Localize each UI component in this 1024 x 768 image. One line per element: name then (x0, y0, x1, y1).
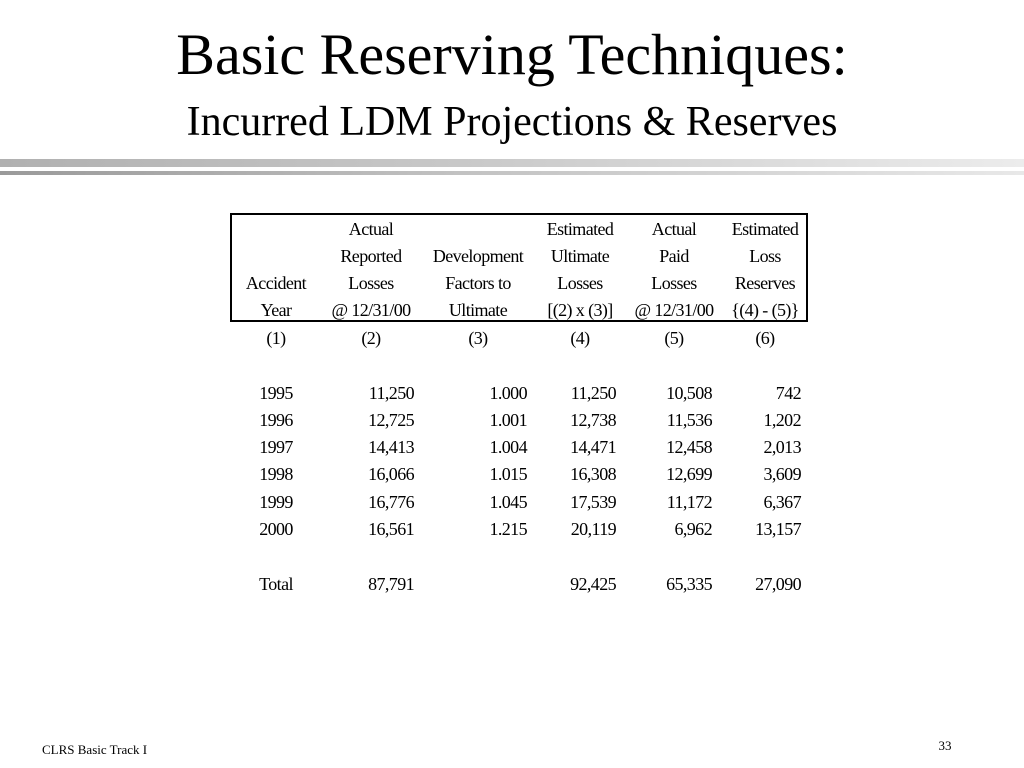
header-col2-line3: Losses (348, 273, 394, 293)
header-col5-line4: @ 12/31/00 (634, 300, 714, 320)
header-col4-line2: Ultimate (550, 246, 610, 266)
table-cell-reserve: 6,367 (763, 492, 801, 512)
table-cell-reserve: 742 (775, 383, 802, 403)
total-reported: 87,791 (368, 574, 415, 594)
total-label: Total (259, 574, 293, 594)
column-number-6: (6) (755, 328, 775, 348)
table-cell-paid: 12,699 (666, 464, 713, 484)
slide-title: Basic Reserving Techniques: (176, 22, 848, 87)
table-cell-factor: 1.015 (489, 464, 527, 484)
table-cell-year: 1999 (259, 492, 293, 512)
header-col6-line1: Estimated (731, 219, 799, 239)
header-col1-line3: Accident (245, 273, 307, 293)
column-number-1: (1) (266, 328, 286, 348)
header-col1-line4: Year (260, 300, 292, 320)
table-cell-reported: 16,066 (368, 464, 415, 484)
footer-course-name: CLRS Basic Track I (42, 742, 148, 757)
table-cell-paid: 6,962 (674, 519, 712, 539)
header-col5-line2: Paid (659, 246, 689, 266)
header-col3-line3: Factors to (445, 273, 511, 293)
header-col2-line2: Reported (340, 246, 402, 266)
table-cell-ultimate: 14,471 (570, 437, 617, 457)
table-cell-reserve: 13,157 (755, 519, 802, 539)
header-col2-line4: @ 12/31/00 (331, 300, 411, 320)
table-cell-reserve: 1,202 (763, 410, 801, 430)
table-cell-ultimate: 16,308 (570, 464, 617, 484)
title-divider-top (0, 159, 1024, 167)
total-paid: 65,335 (666, 574, 713, 594)
table-cell-factor: 1.215 (489, 519, 527, 539)
table-cell-reserve: 2,013 (763, 437, 801, 457)
table-cell-reported: 11,250 (368, 383, 415, 403)
table-cell-factor: 1.001 (489, 410, 527, 430)
table-cell-factor: 1.004 (489, 437, 527, 457)
table-cell-year: 1996 (259, 410, 293, 430)
header-col5-line3: Losses (651, 273, 697, 293)
header-col4-line3: Losses (557, 273, 603, 293)
table-cell-paid: 12,458 (666, 437, 713, 457)
page-number: 33 (938, 738, 952, 753)
table-cell-ultimate: 17,539 (570, 492, 617, 512)
column-number-3: (3) (468, 328, 488, 348)
column-number-4: (4) (570, 328, 590, 348)
header-col4-line1: Estimated (546, 219, 614, 239)
table-cell-year: 1997 (259, 437, 293, 457)
table-cell-factor: 1.045 (489, 492, 527, 512)
table-cell-ultimate: 20,119 (570, 519, 617, 539)
total-reserve: 27,090 (755, 574, 802, 594)
table-cell-ultimate: 12,738 (570, 410, 617, 430)
table-header-box (230, 213, 808, 322)
table-cell-reported: 14,413 (368, 437, 415, 457)
table-cell-reported: 16,776 (368, 492, 415, 512)
table-cell-reported: 16,561 (368, 519, 415, 539)
header-col3-line4: Ultimate (448, 300, 508, 320)
header-col6-line3: Reserves (734, 273, 796, 293)
total-ultimate: 92,425 (570, 574, 617, 594)
header-col3-line2: Development (432, 246, 524, 266)
table-cell-paid: 11,172 (666, 492, 713, 512)
table-cell-year: 1998 (259, 464, 293, 484)
title-divider-bottom (0, 171, 1024, 175)
header-col6-line4: {(4) - (5)} (731, 300, 799, 320)
column-number-5: (5) (664, 328, 684, 348)
table-cell-reported: 12,725 (368, 410, 415, 430)
header-col5-line1: Actual (651, 219, 697, 239)
table-cell-factor: 1.000 (489, 383, 527, 403)
table-cell-year: 2000 (259, 519, 293, 539)
table-cell-paid: 10,508 (666, 383, 713, 403)
table-cell-year: 1995 (259, 383, 293, 403)
column-number-2: (2) (361, 328, 381, 348)
header-col4-line4: [(2) x (3)] (547, 300, 613, 320)
header-col6-line2: Loss (749, 246, 781, 266)
slide-subtitle: Incurred LDM Projections & Reserves (186, 99, 838, 145)
table-cell-reserve: 3,609 (763, 464, 801, 484)
header-col2-line1: Actual (348, 219, 394, 239)
table-cell-paid: 11,536 (666, 410, 713, 430)
table-cell-ultimate: 11,250 (570, 383, 617, 403)
